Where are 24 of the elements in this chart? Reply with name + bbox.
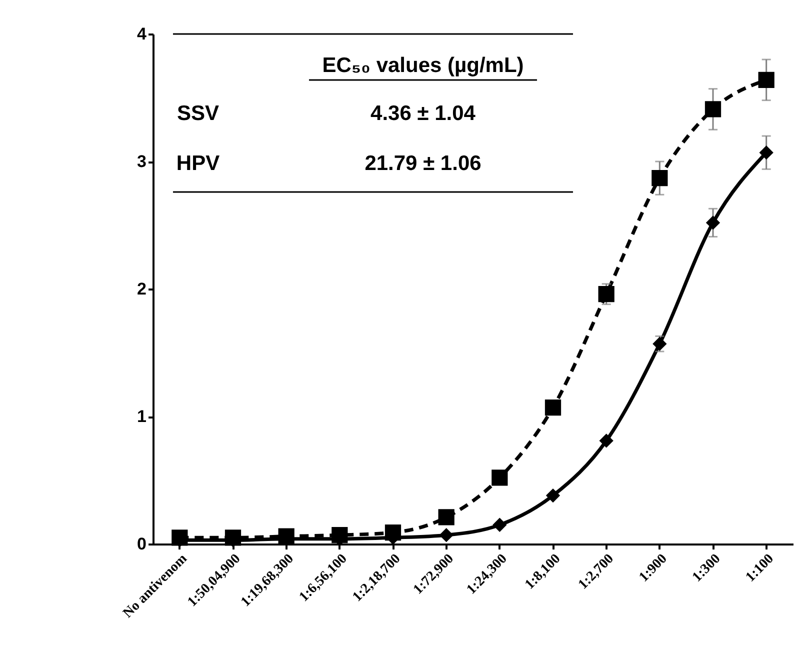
point: [704, 101, 722, 118]
point: [758, 72, 774, 88]
point: [759, 146, 774, 160]
point: [544, 400, 562, 416]
annotation: EC₅₀ values (µg/mL): [322, 54, 524, 77]
point: [438, 509, 454, 526]
point: [652, 336, 667, 351]
y-tick-label: 4: [137, 24, 148, 44]
annotation: SSV: [176, 102, 220, 125]
point: [492, 470, 508, 486]
point: [492, 518, 507, 532]
y-tick-label: 2: [137, 280, 146, 298]
y-tick-label: 1: [137, 407, 146, 426]
point: [546, 488, 560, 503]
annotation: 21.79 ± 1.06: [364, 152, 482, 175]
point: [598, 286, 614, 302]
annotation: 4.36 ± 1.04: [370, 102, 476, 125]
point: [652, 170, 668, 186]
point: [599, 434, 614, 448]
point: [439, 528, 454, 542]
point: [706, 216, 720, 230]
y-tick-label: 3: [137, 152, 146, 171]
annotation: HPV: [176, 152, 220, 175]
y-tick-label: 0: [137, 534, 146, 554]
